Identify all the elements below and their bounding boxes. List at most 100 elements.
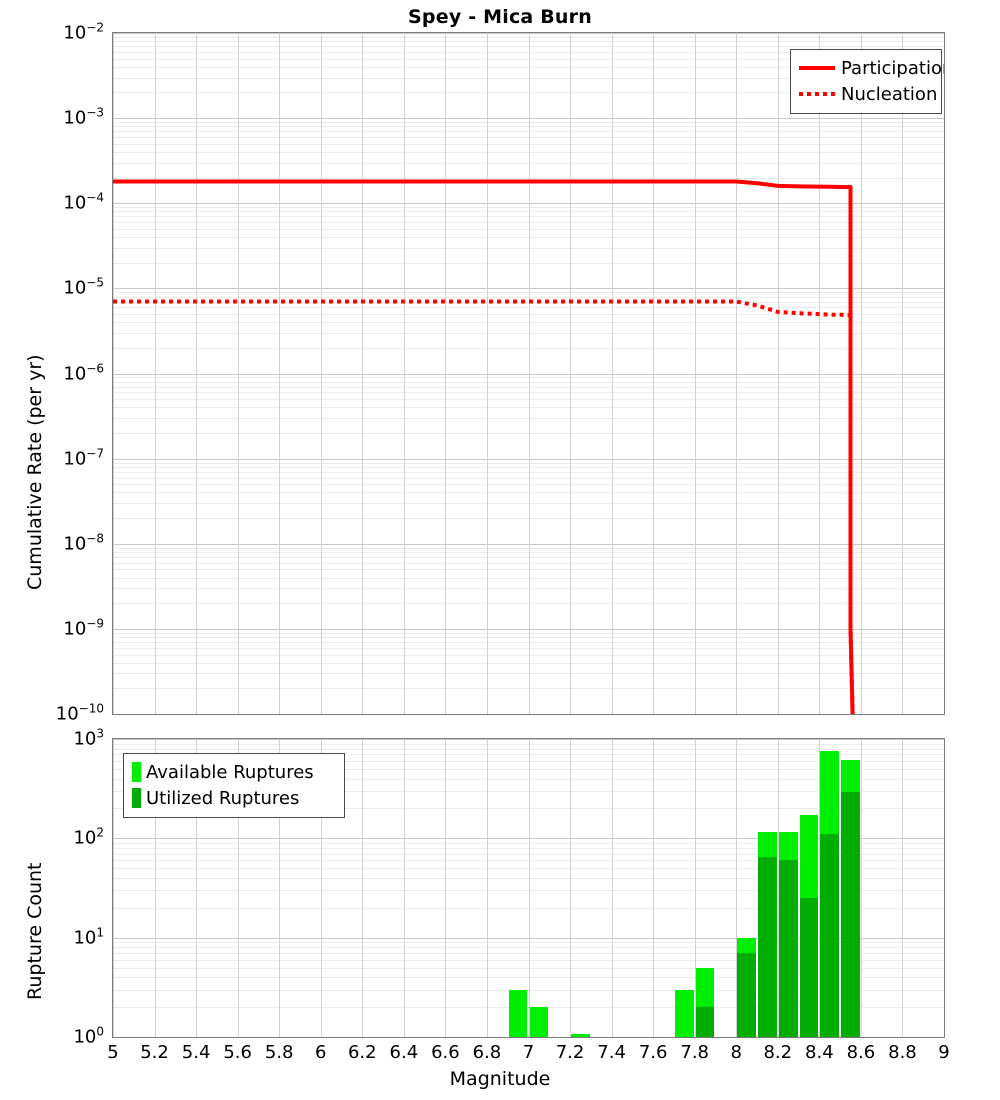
x-tick-label: 5.2	[140, 1042, 169, 1063]
gridline-horizontal	[113, 714, 944, 715]
bar-utilized-ruptures	[737, 953, 757, 1037]
y-tick-label: 10−6	[63, 361, 104, 384]
series-nucleation	[113, 299, 855, 714]
bottom-panel-y-ticks: 103 102 101 100	[0, 728, 108, 1048]
gridline-vertical	[362, 739, 364, 1037]
gridline-vertical	[113, 33, 114, 714]
gridline-vertical	[860, 739, 862, 1037]
gridline-vertical	[611, 739, 613, 1037]
gridline-vertical	[196, 739, 198, 1037]
gridline-vertical	[237, 33, 239, 714]
x-tick-label: 7.4	[597, 1042, 626, 1063]
gridline-vertical	[113, 739, 114, 1037]
dotted-line-icon	[799, 92, 835, 96]
legend-label-nucleation: Nucleation	[841, 83, 938, 105]
x-tick-label: 9	[938, 1042, 950, 1063]
gridline-vertical	[279, 739, 281, 1037]
x-tick-label: 8.4	[805, 1042, 834, 1063]
rupture-bars	[113, 739, 944, 1037]
legend-item-participation: Participation	[799, 55, 944, 81]
series-participation	[113, 179, 855, 714]
bar-utilized-ruptures	[820, 834, 840, 1037]
x-tick-label: 8.6	[846, 1042, 876, 1063]
bar-utilized-ruptures	[695, 1007, 715, 1037]
x-axis-ticks: 5 5.2 5.4 5.6 5.8 6 6.2 6.4 6.6 6.8 7 7.2 7.4 7.6 7.8 8…	[107, 1042, 949, 1068]
y-tick-label: 10−7	[63, 446, 104, 470]
gridline-vertical	[486, 739, 488, 1037]
x-axis-label: Magnitude	[449, 1068, 551, 1090]
top-panel-y-ticks: 10−2 10−3 10−4 10−5 10−6 10−7 10−8 10−9 10−10	[0, 22, 108, 725]
gridline-vertical	[694, 739, 696, 1037]
gridline-vertical	[320, 739, 322, 1037]
bar-utilized-ruptures	[841, 792, 860, 1037]
available-color-icon	[132, 762, 141, 782]
x-tick-label: 6	[315, 1042, 327, 1063]
gridline-vertical	[902, 739, 904, 1037]
gridline-vertical	[653, 33, 655, 714]
bar-utilized-ruptures	[778, 860, 798, 1037]
gridline-vertical	[445, 739, 447, 1037]
x-tick-label: 5.4	[181, 1042, 211, 1063]
gridline-vertical	[320, 33, 322, 714]
y-tick-label: 10−2	[63, 20, 104, 44]
gridline-vertical	[445, 33, 447, 714]
y-tick-label: 102	[73, 825, 104, 849]
gridline-vertical	[694, 33, 696, 714]
x-tick-label: 5	[107, 1042, 119, 1063]
rupture-count-plot: Available Ruptures Utilized Ruptures	[112, 738, 945, 1038]
bar-utilized-ruptures	[799, 898, 819, 1037]
gridline-vertical	[736, 739, 738, 1037]
bottom-panel-legend: Available Ruptures Utilized Ruptures	[123, 753, 345, 818]
x-tick-label: 6.8	[472, 1042, 502, 1063]
y-tick-label: 10−5	[63, 275, 104, 299]
bar-utilized-ruptures	[758, 856, 777, 1037]
gridline-vertical	[154, 739, 156, 1037]
y-tick-label: 10−4	[63, 190, 104, 214]
page-title: Spey - Mica Burn	[408, 6, 592, 28]
gridline-vertical	[944, 739, 945, 1037]
gridline-vertical	[611, 33, 613, 714]
bar-available-ruptures	[674, 989, 694, 1037]
gridline-vertical	[403, 33, 405, 714]
y-tick-label: 100	[73, 1024, 104, 1048]
y-tick-label: 101	[73, 925, 104, 949]
legend-label-utilized: Utilized Ruptures	[146, 787, 300, 809]
gridline-vertical	[196, 33, 198, 714]
gridline-vertical	[819, 33, 821, 714]
legend-label-available: Available Ruptures	[146, 761, 314, 783]
x-tick-label: 6.6	[431, 1042, 460, 1063]
gridline-vertical	[528, 33, 530, 714]
gridline-vertical	[528, 739, 530, 1037]
gridline-vertical	[154, 33, 156, 714]
y-tick-label: 10−9	[63, 616, 104, 640]
legend-label-participation: Participation	[841, 57, 945, 79]
x-tick-label: 5.8	[264, 1042, 294, 1063]
top-panel-gridlines	[113, 33, 944, 714]
x-tick-label: 5.6	[223, 1042, 252, 1063]
x-tick-label: 7.2	[555, 1042, 585, 1063]
gridline-vertical	[777, 739, 779, 1037]
y-tick-label: 10−8	[63, 531, 104, 555]
gridline-vertical	[736, 33, 738, 714]
x-tick-label: 8.2	[763, 1042, 793, 1063]
gridline-vertical	[944, 33, 945, 714]
x-tick-label: 8.8	[888, 1042, 917, 1063]
gridline-vertical	[486, 33, 488, 714]
y-tick-label: 10−3	[63, 105, 104, 129]
x-tick-label: 7.8	[680, 1042, 710, 1063]
gridline-vertical	[362, 33, 364, 714]
x-tick-label: 7	[522, 1042, 535, 1063]
gridline-vertical	[860, 33, 862, 714]
gridline-vertical	[403, 739, 405, 1037]
rate-curves	[113, 179, 855, 714]
top-panel-legend: Participation Nucleation	[790, 49, 944, 114]
bar-available-ruptures	[508, 989, 528, 1037]
x-tick-label: 8	[730, 1042, 742, 1063]
gridline-vertical	[237, 739, 239, 1037]
gridline-horizontal	[113, 1037, 944, 1038]
gridline-vertical	[570, 33, 572, 714]
x-tick-label: 7.6	[638, 1042, 668, 1063]
y-tick-label: 10−10	[55, 701, 104, 725]
cumulative-rate-plot: Participation Nucleation	[112, 32, 945, 715]
